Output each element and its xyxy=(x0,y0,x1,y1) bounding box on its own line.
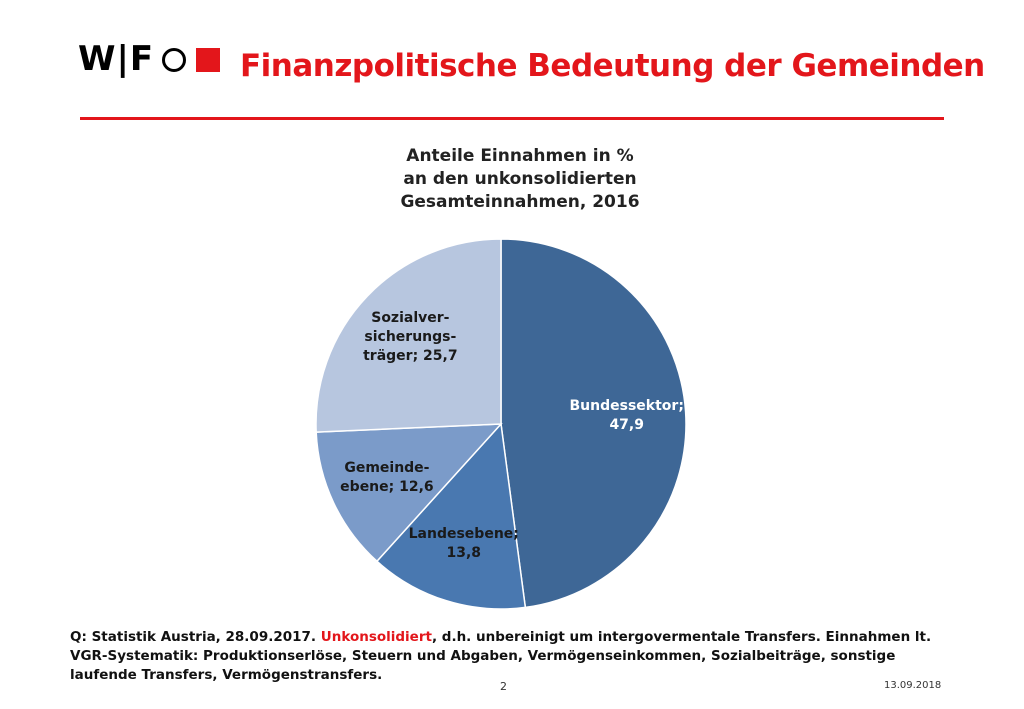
pie-label-gemeindeebene: Gemeinde-ebene; 12,6 xyxy=(340,459,434,497)
pie-label-line: 13,8 xyxy=(446,545,482,562)
slide-title: Finanzpolitische Bedeutung der Gemeinden xyxy=(240,48,985,84)
pie-label-line: 47,9 xyxy=(609,416,644,433)
title-divider xyxy=(80,117,944,120)
logo-square-icon xyxy=(196,48,220,72)
source-prefix: Q: Statistik Austria, 28.09.2017. xyxy=(70,629,321,645)
pie-label-line: Bundessektor; xyxy=(569,397,684,414)
pie-slice-gemeindeebene xyxy=(315,423,503,563)
pie-label-line: träger; 25,7 xyxy=(363,347,458,364)
pie-slice-landesebene xyxy=(375,422,527,610)
logo-circle-icon xyxy=(162,48,186,72)
pie-label-bundessektor: Bundessektor; 47,9 xyxy=(570,397,684,435)
pie-label-line: Sozialver- xyxy=(371,309,450,326)
logo-wordmark: W|F xyxy=(78,39,155,79)
chart-title: Anteile Einnahmen in % an den unkonsolid… xyxy=(340,145,700,214)
pie-label-line: Gemeinde- xyxy=(344,459,430,476)
pie-slice-bundessektor xyxy=(500,238,687,609)
source-rest: , d.h. unbereinigt um intergovermentale … xyxy=(70,629,932,683)
pie-slice-sozialversicherung xyxy=(315,238,502,433)
wifo-logo: W|F xyxy=(78,40,228,80)
slide-date: 13.09.2018 xyxy=(884,680,942,691)
chart-title-line: an den unkonsolidierten xyxy=(403,169,637,189)
pie-label-landesebene: Landesebene; 13,8 xyxy=(409,525,519,563)
pie-label-sozialversicherung: Sozialver-sicherungs-träger; 25,7 xyxy=(363,309,457,366)
pie-label-line: ebene; 12,6 xyxy=(340,478,434,495)
source-highlight: Unkonsolidiert xyxy=(320,629,432,645)
page-number: 2 xyxy=(500,680,507,693)
chart-title-line: Gesamteinnahmen, 2016 xyxy=(400,192,640,212)
source-note: Q: Statistik Austria, 28.09.2017. Unkons… xyxy=(70,628,950,685)
pie-label-line: sicherungs- xyxy=(364,328,457,345)
chart-title-line: Anteile Einnahmen in % xyxy=(406,146,634,166)
pie-label-line: Landesebene; xyxy=(408,526,519,543)
